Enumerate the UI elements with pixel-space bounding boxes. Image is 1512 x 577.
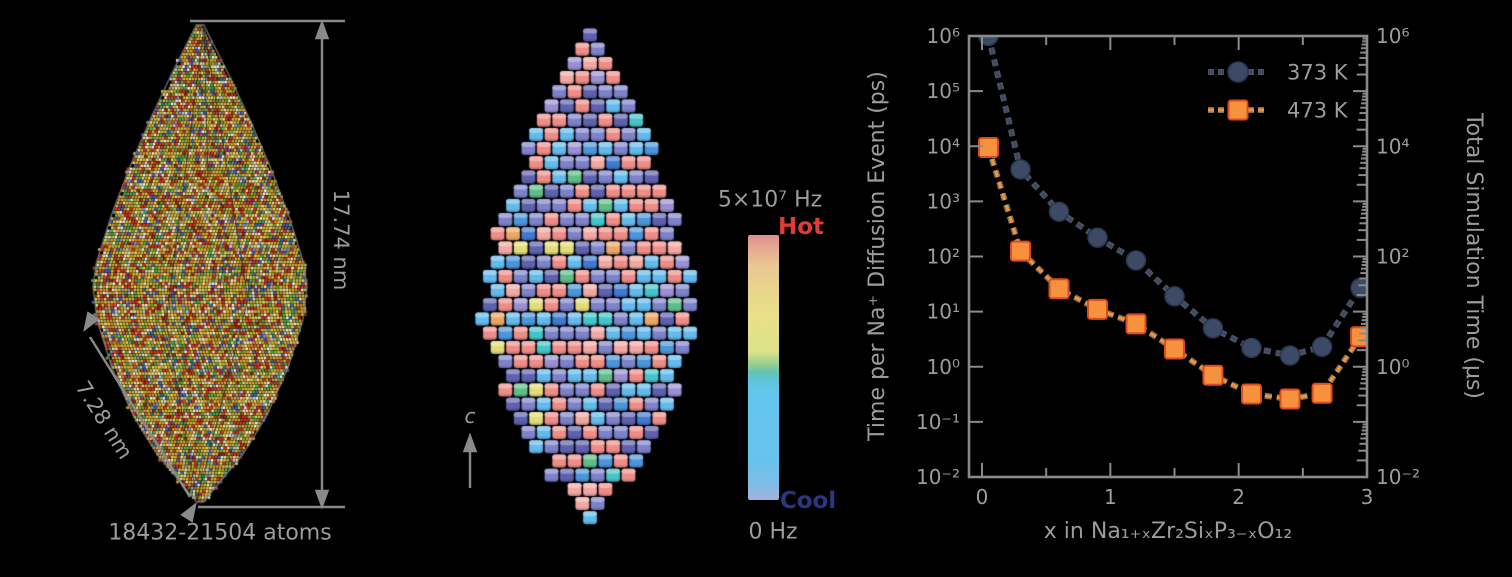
colorbar-min-label: 0 Hz (748, 519, 798, 545)
y-left-tick-label: 10⁴ (927, 134, 960, 158)
colorbar-gradient (748, 235, 779, 500)
y-right-tick-label: 10⁻² (1376, 465, 1420, 489)
y-left-axis-label: Time per Na⁺ Diffusion Event (ps) (865, 71, 890, 442)
x-tick-label: 2 (1232, 485, 1245, 509)
y-left-tick-label: 10⁵ (927, 79, 960, 103)
data-point-373 K (1048, 201, 1070, 222)
data-point-373 K (1010, 159, 1031, 180)
axis-ticks (969, 35, 1368, 478)
y-left-tick-label: 10⁻² (916, 465, 960, 489)
data-point-373 K (978, 36, 999, 47)
y-left-tick-label: 10³ (927, 189, 960, 213)
diffusion-time-chart: 10⁶10⁵10⁴10³10²10¹10⁰10⁻¹10⁻²10⁶10⁴10²10… (865, 24, 1486, 544)
data-point-473 K (1086, 298, 1108, 320)
y-left-tick-label: 10⁶ (927, 24, 960, 48)
y-right-tick-label: 10⁶ (1376, 24, 1409, 48)
series-line-halo-473 K (985, 146, 1364, 403)
colorbar-hot-label: Hot (777, 214, 825, 240)
data-point-373 K (1202, 317, 1224, 339)
data-point-373 K (1164, 286, 1185, 307)
data-point-473 K (1125, 313, 1147, 335)
data-point-473 K (977, 136, 999, 158)
y-left-tick-label: 10⁰ (927, 355, 960, 379)
x-axis-label: x in Na₁₊ₓZr₂SiₓP₃₋ₓO₁₂ (1044, 519, 1292, 544)
y-left-tick-label: 10⁻¹ (916, 410, 960, 434)
y-right-axis-label: Total Simulation Time (μs) (1461, 112, 1486, 399)
data-point-373 K (1311, 336, 1333, 358)
data-point-473 K (1202, 364, 1224, 386)
colorbar-max-label: 5×10⁷ Hz (717, 187, 823, 213)
height-dimension-label: 17.74 nm (329, 189, 353, 291)
x-tick-label: 1 (1104, 485, 1117, 509)
y-left-tick-label: 10¹ (927, 300, 960, 324)
legend-marker-square (1227, 99, 1249, 121)
data-point-373 K (1087, 227, 1108, 248)
data-point-473 K (1009, 240, 1031, 262)
y-right-tick-label: 10⁴ (1376, 134, 1409, 158)
atom-count-label: 18432-21504 atoms (108, 520, 332, 546)
series-group (977, 36, 1366, 410)
colorbar-cool-label: Cool (779, 488, 837, 514)
x-tick-label: 3 (1361, 485, 1374, 509)
x-tick-label: 0 (976, 485, 989, 509)
data-point-473 K (1311, 382, 1333, 404)
c-axis-label: c (464, 404, 476, 428)
data-point-373 K (1241, 337, 1262, 359)
y-right-tick-label: 10² (1376, 245, 1409, 269)
data-point-473 K (1240, 383, 1262, 405)
data-point-473 K (1048, 278, 1070, 300)
series-line-473 K (986, 147, 1362, 401)
y-left-tick-label: 10² (927, 245, 960, 269)
data-point-373 K (1125, 250, 1147, 271)
voxel-particle-rendering (468, 12, 718, 532)
legend-label: 373 K (1287, 61, 1349, 85)
data-point-473 K (1279, 388, 1301, 410)
data-point-473 K (1163, 338, 1185, 360)
legend-marker-circle (1227, 61, 1249, 83)
data-point-373 K (1279, 345, 1301, 366)
legend-label: 473 K (1287, 99, 1349, 123)
y-right-tick-label: 10⁰ (1376, 355, 1409, 379)
